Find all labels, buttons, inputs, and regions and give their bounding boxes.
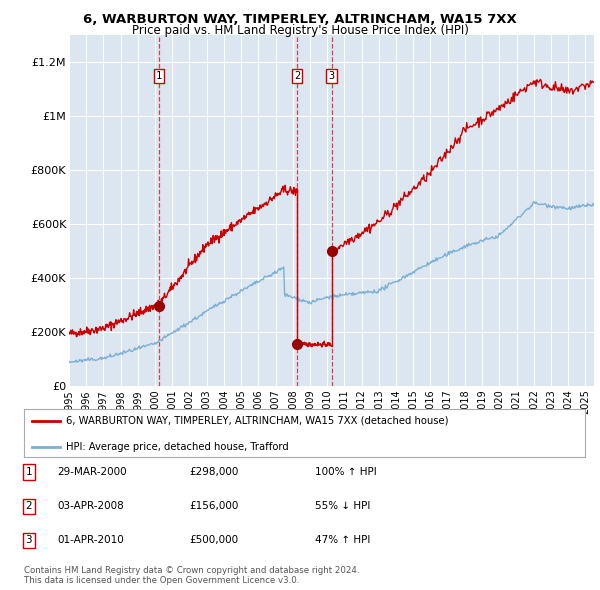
Text: HPI: Average price, detached house, Trafford: HPI: Average price, detached house, Traf… — [66, 441, 289, 451]
Text: 47% ↑ HPI: 47% ↑ HPI — [315, 536, 370, 545]
Text: 2: 2 — [25, 502, 32, 511]
Text: £500,000: £500,000 — [189, 536, 238, 545]
Text: 03-APR-2008: 03-APR-2008 — [57, 502, 124, 511]
Text: 1: 1 — [25, 467, 32, 477]
Text: 01-APR-2010: 01-APR-2010 — [57, 536, 124, 545]
Text: 29-MAR-2000: 29-MAR-2000 — [57, 467, 127, 477]
Text: 3: 3 — [328, 71, 335, 81]
Text: 6, WARBURTON WAY, TIMPERLEY, ALTRINCHAM, WA15 7XX: 6, WARBURTON WAY, TIMPERLEY, ALTRINCHAM,… — [83, 13, 517, 26]
Text: £156,000: £156,000 — [189, 502, 238, 511]
Text: £298,000: £298,000 — [189, 467, 238, 477]
Text: Contains HM Land Registry data © Crown copyright and database right 2024.
This d: Contains HM Land Registry data © Crown c… — [24, 566, 359, 585]
Text: 2: 2 — [294, 71, 301, 81]
Text: Price paid vs. HM Land Registry's House Price Index (HPI): Price paid vs. HM Land Registry's House … — [131, 24, 469, 37]
Text: 55% ↓ HPI: 55% ↓ HPI — [315, 502, 370, 511]
Text: 6, WARBURTON WAY, TIMPERLEY, ALTRINCHAM, WA15 7XX (detached house): 6, WARBURTON WAY, TIMPERLEY, ALTRINCHAM,… — [66, 416, 449, 426]
Text: 3: 3 — [25, 536, 32, 545]
Text: 1: 1 — [156, 71, 163, 81]
Text: 100% ↑ HPI: 100% ↑ HPI — [315, 467, 377, 477]
